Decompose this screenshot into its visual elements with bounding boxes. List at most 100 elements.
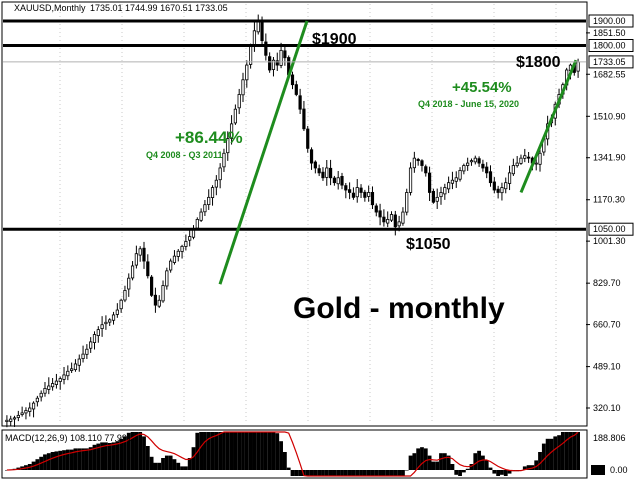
macd-bar	[576, 432, 580, 470]
macd-bar	[54, 451, 59, 470]
candle	[252, 22, 257, 52]
macd-bar	[153, 462, 158, 470]
candle	[450, 171, 455, 190]
candle	[134, 245, 138, 269]
candle	[298, 88, 302, 115]
macd-bar	[397, 470, 402, 476]
macd-bar	[427, 455, 432, 470]
macd-bar	[111, 442, 116, 470]
macd-bar	[164, 455, 169, 470]
macd-bar	[458, 470, 462, 476]
macd-bar	[104, 442, 108, 470]
macd-bar	[393, 470, 398, 476]
candle	[325, 159, 329, 186]
macd-bar	[473, 453, 478, 470]
candle	[92, 331, 97, 350]
candle	[340, 172, 344, 190]
macd-bar	[408, 455, 413, 470]
macd-bar	[229, 432, 234, 470]
candle	[492, 177, 496, 194]
macd-bar	[123, 436, 127, 470]
macd-bar	[145, 446, 150, 470]
candle	[424, 164, 428, 177]
candle	[5, 415, 9, 428]
macd-bar	[500, 470, 504, 475]
macd-bar	[138, 432, 143, 470]
macd-bar	[256, 432, 261, 470]
macd-bar	[279, 441, 283, 470]
candle	[85, 344, 89, 360]
macd-bar	[199, 432, 204, 470]
macd-bar	[187, 458, 192, 470]
macd-bar	[210, 432, 215, 470]
macd-label: MACD(12,26,9) 108.110 77.991	[5, 433, 132, 443]
candle	[420, 159, 424, 172]
macd-bar	[374, 470, 379, 476]
candle	[519, 154, 523, 165]
candle	[313, 160, 317, 174]
macd-bar	[168, 455, 173, 470]
macd-bar	[564, 432, 569, 470]
candle	[416, 157, 420, 166]
trend-pct-2018-2020: +45.54%	[452, 79, 512, 96]
macd-bar	[416, 448, 421, 470]
candle	[203, 200, 207, 217]
candle	[382, 209, 386, 227]
macd-bar	[180, 466, 184, 470]
y-tick-label: 1170.30	[593, 195, 625, 205]
candle	[172, 250, 177, 265]
macd-bar	[362, 470, 367, 476]
candle	[180, 244, 184, 259]
candle	[165, 267, 169, 290]
candle	[264, 33, 268, 61]
macd-bar	[69, 449, 74, 470]
macd-bar	[298, 470, 303, 476]
candle	[31, 401, 36, 418]
candle	[20, 406, 24, 417]
macd-bar	[263, 432, 268, 470]
candle	[142, 241, 146, 269]
candle	[515, 156, 519, 168]
macd-bar	[480, 455, 485, 470]
candle	[226, 131, 230, 161]
macd-bar	[142, 436, 146, 470]
trend-lines	[218, 20, 578, 285]
macd-bar	[149, 456, 154, 470]
macd-bar	[176, 462, 181, 470]
candle	[386, 211, 390, 228]
macd-bar	[237, 432, 242, 470]
grid-lines	[59, 4, 557, 424]
candle	[241, 72, 245, 103]
macd-bar	[340, 470, 344, 476]
candle	[427, 166, 432, 201]
y-tick-label: 1510.90	[593, 111, 626, 121]
macd-bar	[351, 470, 356, 476]
chart-title: Gold - monthly	[293, 292, 505, 325]
macd-bar	[503, 470, 508, 476]
candle	[336, 170, 340, 190]
candle	[447, 176, 451, 194]
macd-bar	[96, 443, 101, 470]
candle	[462, 163, 466, 175]
macd-bar	[43, 454, 47, 470]
candle	[169, 258, 173, 273]
macd-bar	[347, 470, 352, 476]
macd-bar	[77, 448, 82, 470]
candle	[28, 402, 32, 417]
chart-ohlc-header: 1735.01 1744.99 1670.51 1733.05	[90, 3, 228, 13]
candle	[115, 303, 119, 318]
candle	[100, 316, 104, 337]
candle	[161, 280, 165, 303]
candle	[454, 171, 458, 188]
candle	[473, 155, 477, 165]
candle	[412, 151, 416, 173]
macd-bar	[115, 441, 120, 470]
candle	[153, 287, 158, 313]
candle	[96, 326, 100, 343]
candle	[507, 165, 512, 191]
candle	[469, 158, 474, 166]
macd-bar	[271, 432, 276, 470]
level-axis-label: 1050.00	[593, 224, 626, 234]
macd-bar	[541, 443, 546, 470]
